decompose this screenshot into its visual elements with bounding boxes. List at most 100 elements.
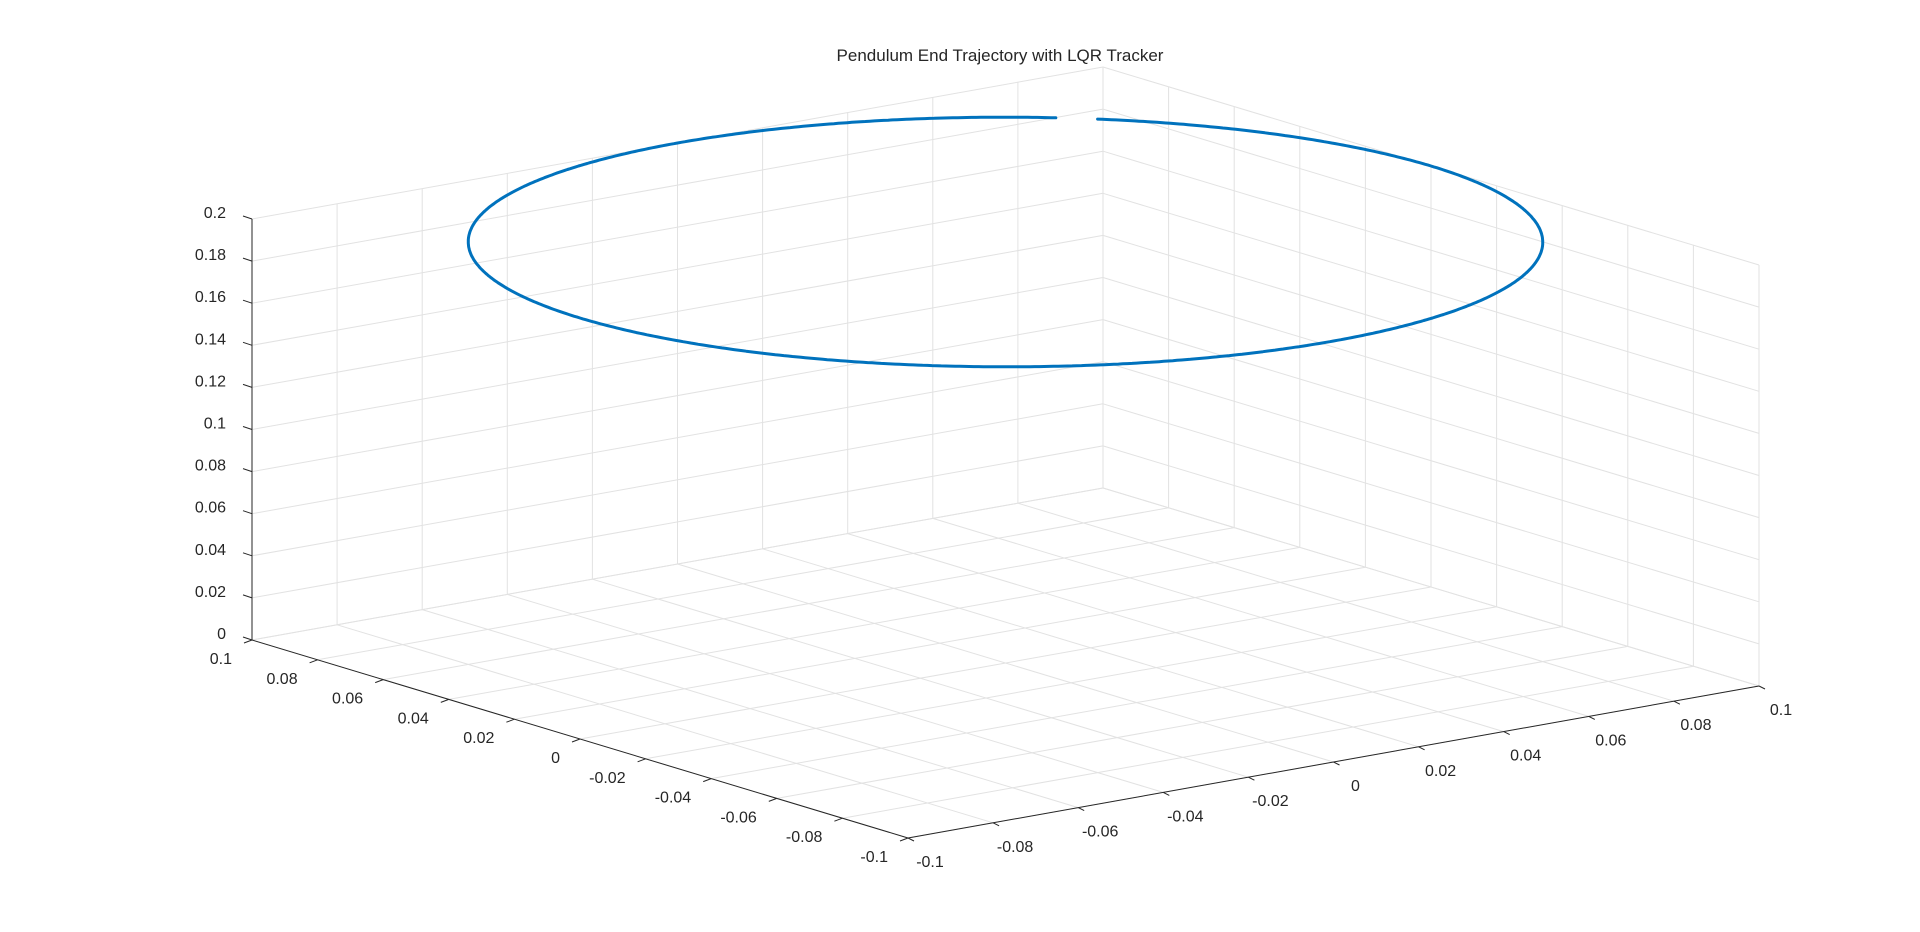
y-tick-label: -0.08 bbox=[786, 829, 823, 846]
y-tick-mark bbox=[506, 718, 515, 723]
y-axis-ticks: -0.1 -0.08 -0.06 -0.04 -0.02 0 0.02 0.04 0.06 0.0… bbox=[210, 639, 909, 866]
z-tick-mark bbox=[242, 257, 253, 262]
z-axis-ticks: 0 0.02 0.04 0.06 0.08 0.1 0.12 0.14 0.16 0.18 0.2 bbox=[195, 205, 253, 643]
x-tick-mark bbox=[907, 837, 915, 842]
grid-line-backwall-z bbox=[251, 319, 1104, 473]
z-tick-mark bbox=[242, 552, 253, 557]
y-tick-label: 0.06 bbox=[332, 691, 363, 708]
z-tick-mark bbox=[242, 510, 253, 515]
z-tick-mark bbox=[242, 383, 253, 388]
grid-lines bbox=[251, 66, 1760, 839]
y-tick-label: -0.06 bbox=[720, 809, 757, 826]
z-tick-label: 0.18 bbox=[195, 247, 226, 264]
x-tick-mark bbox=[1248, 776, 1255, 781]
grid-line-backwall-z bbox=[251, 108, 1104, 262]
y-tick-mark bbox=[637, 758, 646, 763]
z-tick-label: 0 bbox=[217, 626, 226, 643]
x-tick-mark bbox=[1333, 761, 1340, 766]
z-tick-label: 0.12 bbox=[195, 373, 226, 390]
grid-line-sidewall-z bbox=[1102, 108, 1760, 308]
x-tick-label: 0.08 bbox=[1680, 717, 1711, 734]
grid-line-sidewall-z bbox=[1102, 277, 1760, 476]
grid-line-backwall-z bbox=[251, 361, 1104, 515]
grid-line-floor-y bbox=[645, 606, 1497, 760]
y-tick-label: 0.1 bbox=[210, 651, 232, 668]
y-tick-mark bbox=[834, 817, 843, 822]
z-tick-label: 0.08 bbox=[195, 458, 226, 475]
trajectory-line bbox=[466, 115, 1545, 369]
grid-line-floor-y bbox=[842, 665, 1694, 819]
y-tick-mark bbox=[375, 679, 384, 684]
x-tick-mark bbox=[1503, 731, 1510, 736]
y-tick-mark bbox=[703, 778, 712, 783]
z-tick-mark bbox=[242, 299, 253, 304]
series-group bbox=[466, 115, 1545, 369]
grid-line-floor-y bbox=[317, 507, 1169, 661]
grid-line-floor-y bbox=[514, 566, 1366, 720]
grid-line-backwall-z bbox=[251, 277, 1104, 430]
x-tick-label: -0.04 bbox=[1167, 808, 1204, 825]
x-tick-label: -0.02 bbox=[1252, 793, 1289, 810]
grid-line-floor-y bbox=[448, 546, 1300, 700]
z-tick-label: 0.02 bbox=[195, 584, 226, 601]
grid-line-sidewall-z bbox=[1102, 150, 1760, 350]
grid-line-backwall-z bbox=[251, 192, 1104, 346]
x-tick-label: 0.04 bbox=[1510, 748, 1541, 765]
chart-title: Pendulum End Trajectory with LQR Tracker bbox=[837, 46, 1164, 65]
x-tick-mark bbox=[1418, 746, 1425, 751]
x-tick-mark bbox=[1673, 700, 1681, 705]
z-tick-label: 0.04 bbox=[195, 542, 226, 559]
z-tick-mark bbox=[242, 215, 253, 220]
x-tick-mark bbox=[992, 822, 1000, 827]
grid-line-backwall-z bbox=[251, 403, 1104, 557]
z-tick-mark bbox=[242, 636, 253, 641]
x-tick-label: 0.1 bbox=[1770, 702, 1792, 719]
y-tick-mark bbox=[899, 837, 909, 842]
y-tick-label: 0.04 bbox=[398, 710, 429, 727]
z-tick-label: 0.1 bbox=[204, 416, 226, 433]
x-tick-label: -0.06 bbox=[1082, 824, 1119, 841]
x-tick-label: -0.1 bbox=[916, 854, 944, 871]
grid-line-backwall-z bbox=[251, 445, 1104, 599]
x-tick-label: 0.06 bbox=[1595, 732, 1626, 749]
y-tick-mark bbox=[440, 698, 449, 703]
grid-line-sidewall-z bbox=[1102, 403, 1760, 603]
x-tick-label: 0 bbox=[1351, 778, 1360, 795]
x-axis-ticks: -0.1 -0.08 -0.06 -0.04 -0.02 0 0.02 0.04 0.06 0.0… bbox=[907, 685, 1792, 871]
y-tick-label: 0 bbox=[551, 750, 560, 767]
grid-line-floor-y bbox=[711, 626, 1563, 780]
z-tick-mark bbox=[242, 426, 253, 430]
y-tick-mark bbox=[309, 659, 318, 664]
grid-line-backwall-z bbox=[251, 234, 1104, 388]
grid-line-floor-y bbox=[776, 645, 1628, 799]
grid-line-floor-y bbox=[579, 586, 1432, 740]
grid-line-sidewall-z bbox=[1102, 319, 1760, 519]
x-tick-mark bbox=[1163, 791, 1170, 796]
z-tick-label: 0.16 bbox=[195, 289, 226, 306]
z-tick-mark bbox=[242, 594, 253, 599]
grid-line-sidewall-z bbox=[1102, 445, 1760, 645]
grid-line-backwall-z bbox=[251, 150, 1104, 304]
grid-line-backwall-z bbox=[251, 487, 1104, 641]
grid-line-floor-y bbox=[383, 527, 1235, 681]
x-tick-mark bbox=[1077, 807, 1085, 812]
grid-line-sidewall-z bbox=[1102, 487, 1760, 687]
x-tick-mark bbox=[1758, 685, 1766, 690]
y-tick-mark bbox=[768, 797, 777, 802]
y-tick-mark bbox=[571, 738, 581, 743]
grid-line-sidewall-z bbox=[1102, 361, 1760, 561]
x-tick-mark bbox=[1588, 715, 1596, 720]
grid-line-sidewall-z bbox=[1102, 192, 1760, 392]
y-tick-label: 0.08 bbox=[266, 671, 297, 688]
x-tick-label: 0.02 bbox=[1425, 763, 1456, 780]
y-tick-label: -0.04 bbox=[655, 790, 692, 807]
y-tick-label: 0.02 bbox=[463, 730, 494, 747]
z-tick-label: 0.14 bbox=[195, 331, 226, 348]
y-tick-label: -0.1 bbox=[860, 849, 888, 866]
grid-line-sidewall-z bbox=[1102, 234, 1760, 434]
z-tick-mark bbox=[242, 341, 253, 346]
y-tick-label: -0.02 bbox=[589, 770, 626, 787]
z-tick-mark bbox=[242, 468, 253, 473]
